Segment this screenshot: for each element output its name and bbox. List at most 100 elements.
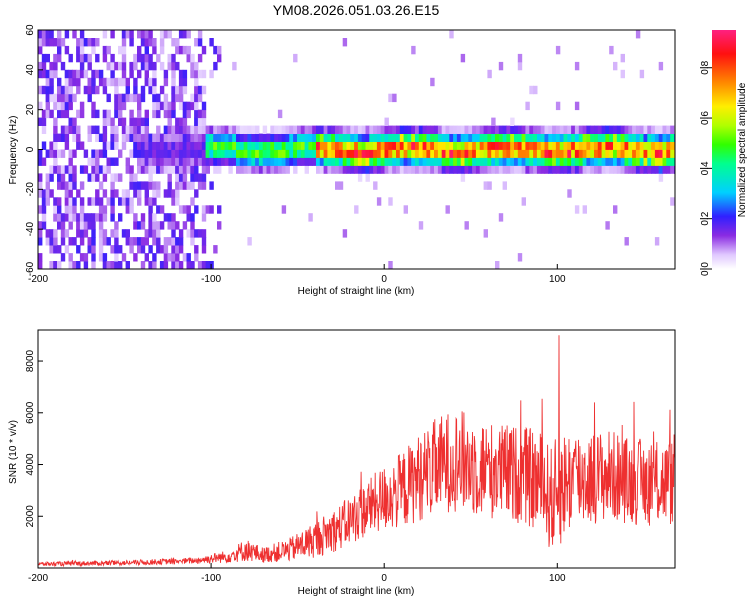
spectrogram-cell [41, 141, 47, 150]
spectrogram-cell [182, 157, 188, 166]
spectrogram-cell [98, 181, 104, 190]
spectrogram-cell [118, 61, 123, 71]
spectrogram-cell [338, 165, 344, 174]
spectrogram-cell [594, 141, 599, 150]
spectrogram-cell [407, 157, 412, 166]
spectrogram-cell [38, 30, 43, 39]
spectrogram-cell [392, 93, 397, 103]
spectrogram-cell [270, 133, 275, 142]
spectrogram-cell [159, 221, 165, 230]
spectrogram-cell [491, 165, 496, 174]
spectrogram-cell [510, 165, 515, 174]
colorbar-gradient [712, 30, 736, 269]
spectrogram-cell [125, 157, 130, 166]
spectrogram-cell [510, 157, 515, 166]
spectrogram-cell [666, 149, 671, 158]
spectrogram-cell [293, 165, 298, 174]
spectrogram-cell [110, 189, 115, 198]
spectrogram-cell [114, 77, 119, 87]
spectrogram-cell [449, 165, 454, 174]
spectrogram-cell [243, 125, 248, 134]
spectrogram-cell [411, 165, 416, 174]
spectrogram-cell [258, 141, 264, 150]
spectrogram-cell [559, 157, 565, 166]
spectrogram-cell [529, 157, 534, 166]
spectrogram-cell [133, 253, 138, 262]
spectrogram-cell [129, 237, 134, 246]
spectrogram-cell [68, 197, 73, 206]
spectrogram-cell [453, 141, 458, 150]
spectrogram-cell [483, 181, 488, 190]
spectrogram-cell [635, 133, 641, 142]
spectrogram-cell [49, 229, 54, 238]
spectrogram-cell [95, 53, 100, 63]
spectrogram-cell [49, 245, 54, 254]
spectrogram-cell [152, 93, 157, 103]
spectrogram-cell [148, 205, 153, 214]
spectrogram-cell [110, 77, 115, 87]
spectrogram-cell [194, 189, 199, 198]
spectrogram-cell [175, 125, 180, 134]
spectrogram-cell [137, 133, 142, 142]
spectrogram-cell [418, 157, 424, 166]
spectrogram-cell [422, 149, 427, 158]
spectrogram-cell [91, 213, 96, 222]
spectrogram-cell [498, 213, 504, 222]
spectrogram-cell [201, 149, 207, 158]
spectrogram-cell [445, 165, 450, 174]
spectrogram-cell [323, 157, 328, 166]
spectrogram-cell [194, 93, 199, 103]
spectrogram-cell [144, 61, 149, 71]
spectrogram-cell [213, 141, 218, 150]
snr-x-tick-label: 0 [381, 573, 387, 584]
spectrogram-cell [133, 93, 138, 103]
spectrogram-cell [632, 125, 637, 134]
spectrogram-cell [525, 101, 530, 111]
spectrogram-cell [76, 125, 81, 134]
spectrogram-cell [53, 261, 58, 269]
spectrogram-cell [574, 165, 580, 174]
spectrogram-cell [506, 141, 511, 150]
spectrogram-cell [125, 197, 130, 206]
spectrogram-cell [274, 125, 279, 134]
spectrogram-cell [194, 38, 199, 47]
spectrogram-cell [76, 133, 81, 142]
spectrogram-cell [567, 165, 572, 174]
spectrogram-cell [137, 125, 142, 134]
spectrogram-cell [121, 125, 127, 134]
spectrogram-cell [213, 165, 218, 174]
spectrogram-cell [60, 165, 66, 174]
spectrogram-cell [342, 141, 348, 150]
spectrogram-cell [159, 38, 165, 47]
spectrogram-cell [190, 61, 195, 71]
spectrogram-cell [125, 30, 130, 39]
spectrogram-cell [152, 213, 157, 222]
spectrogram-cell [384, 165, 389, 174]
spectrogram-cell [426, 141, 431, 150]
spectrogram-cell [79, 61, 85, 71]
spectrogram-cell [373, 141, 378, 150]
spectrogram-cell [281, 133, 287, 142]
spectrogram-cell [411, 125, 416, 134]
spectrogram-cell [415, 157, 420, 166]
spectrogram-cell [654, 133, 660, 142]
spectrogram-cell [38, 205, 43, 214]
spectrogram-cell [434, 133, 439, 142]
spectrogram-cell [533, 157, 538, 166]
spectrogram-cell [365, 125, 370, 134]
spectrogram-cell [197, 93, 203, 103]
spectrogram-cell [137, 53, 142, 63]
spectrogram-cell [437, 157, 443, 166]
spectrogram-cell [38, 221, 43, 230]
spectrogram-cell [133, 181, 138, 190]
spectrogram-cell [266, 133, 271, 142]
spectrogram-cell [411, 133, 416, 142]
spectrogram-cell [616, 125, 622, 134]
spectrogram-cell [437, 149, 443, 158]
spectrogram-cell [540, 141, 546, 150]
spectrogram-x-ticks: -200 -100 0 100 [28, 264, 566, 285]
spectrogram-cell [91, 77, 96, 87]
spectrogram-cell [114, 173, 119, 182]
spectrogram-cell [137, 181, 142, 190]
snr-x-tick-label: 100 [549, 573, 566, 584]
